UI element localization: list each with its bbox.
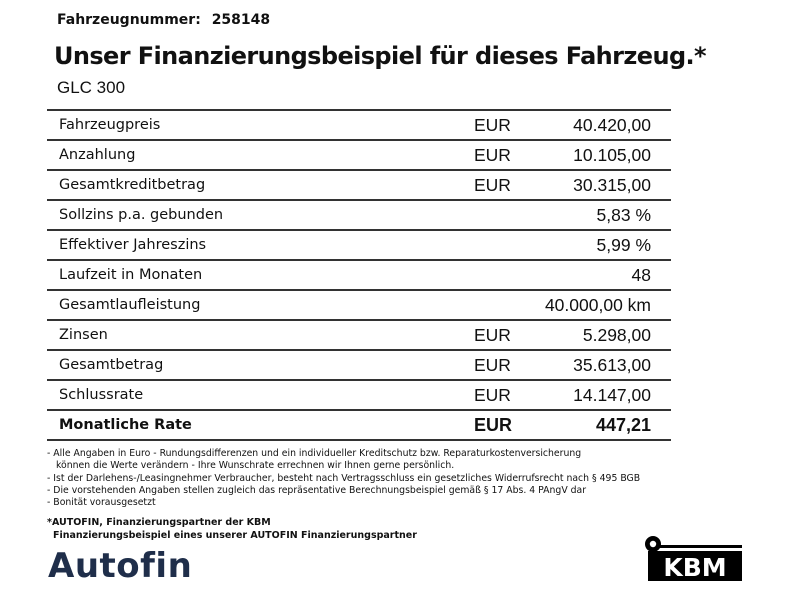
row-currency: EUR (474, 174, 511, 195)
footnote-line: können die Werte verändern - Ihre Wunsch… (56, 460, 455, 472)
row-value: 40.420,00 (573, 114, 651, 135)
table-row: Gesamtkreditbetrag EUR 30.315,00 (47, 170, 671, 200)
row-value: 48 (631, 264, 651, 285)
footnote-line: - Bonität vorausgesetzt (47, 497, 156, 509)
autofin-logo: Autofin (48, 546, 193, 586)
row-value: 5,83 % (596, 204, 651, 225)
row-label: Effektiver Jahreszins (59, 237, 207, 253)
partner-note: *AUTOFIN, Finanzierungspartner der KBM F… (47, 516, 417, 542)
model-name: GLC 300 (57, 78, 126, 97)
row-label: Monatliche Rate (59, 417, 192, 433)
row-value: 35.613,00 (573, 354, 651, 375)
kbm-logo: KBM (645, 536, 742, 582)
table-row: Gesamtbetrag EUR 35.613,00 (47, 350, 671, 380)
table-row: Schlussrate EUR 14.147,00 (47, 380, 671, 410)
row-label: Zinsen (59, 327, 108, 343)
partner-line: Finanzierungsbeispiel eines unserer AUTO… (53, 530, 417, 541)
row-label: Sollzins p.a. gebunden (59, 207, 224, 223)
row-value: 447,21 (595, 414, 651, 435)
footnote-line: - Ist der Darlehens-/Leasingnehmer Verbr… (47, 472, 641, 484)
row-label: Fahrzeugpreis (59, 117, 161, 133)
row-value: 5,99 % (596, 234, 651, 255)
vehicle-number-label: Fahrzeugnummer: (57, 12, 201, 28)
row-currency (474, 230, 534, 260)
kbm-logo-text: KBM (663, 553, 726, 582)
row-label: Gesamtkreditbetrag (59, 177, 206, 193)
row-currency: EUR (474, 114, 511, 135)
row-currency: EUR (474, 324, 511, 345)
footnotes: - Alle Angaben in Euro - Rundungsdiffere… (47, 448, 747, 509)
row-currency: EUR (474, 384, 511, 405)
table-row: Zinsen EUR 5.298,00 (47, 320, 671, 350)
row-value: 14.147,00 (573, 384, 651, 405)
row-label: Laufzeit in Monaten (59, 267, 203, 283)
row-currency (474, 260, 534, 290)
financing-table: Fahrzeugpreis EUR 40.420,00 Anzahlung EU… (47, 109, 671, 441)
table-row: Anzahlung EUR 10.105,00 (47, 140, 671, 170)
table-row: Fahrzeugpreis EUR 40.420,00 (47, 110, 671, 140)
row-value: 10.105,00 (573, 144, 651, 165)
row-value: 40.000,00 km (544, 294, 651, 315)
row-currency: EUR (474, 144, 511, 165)
table-row: Sollzins p.a. gebunden 5,83 % (47, 200, 671, 230)
page-title: Unser Finanzierungsbeispiel für dieses F… (54, 42, 707, 70)
table-row: Gesamtlaufleistung 40.000,00 km (47, 290, 671, 320)
row-value: 5.298,00 (582, 324, 651, 345)
row-currency: EUR (474, 414, 513, 435)
row-label: Schlussrate (59, 387, 144, 403)
row-currency (474, 200, 534, 230)
vehicle-number: Fahrzeugnummer: 258148 (57, 12, 270, 28)
table-row-monthly-rate: Monatliche Rate EUR 447,21 (47, 410, 671, 440)
vehicle-number-value: 258148 (211, 12, 271, 28)
partner-line: *AUTOFIN, Finanzierungspartner der KBM (47, 517, 271, 528)
row-label: Gesamtlaufleistung (59, 297, 201, 313)
footnote-line: - Alle Angaben in Euro - Rundungsdiffere… (47, 448, 582, 459)
table-row: Effektiver Jahreszins 5,99 % (47, 230, 671, 260)
row-value: 30.315,00 (573, 174, 651, 195)
footnote-line: - Die vorstehenden Angaben stellen zugle… (47, 484, 587, 496)
row-label: Gesamtbetrag (59, 357, 164, 373)
row-currency (474, 290, 534, 320)
table-row: Laufzeit in Monaten 48 (47, 260, 671, 290)
row-label: Anzahlung (59, 147, 136, 163)
row-currency: EUR (474, 354, 511, 375)
